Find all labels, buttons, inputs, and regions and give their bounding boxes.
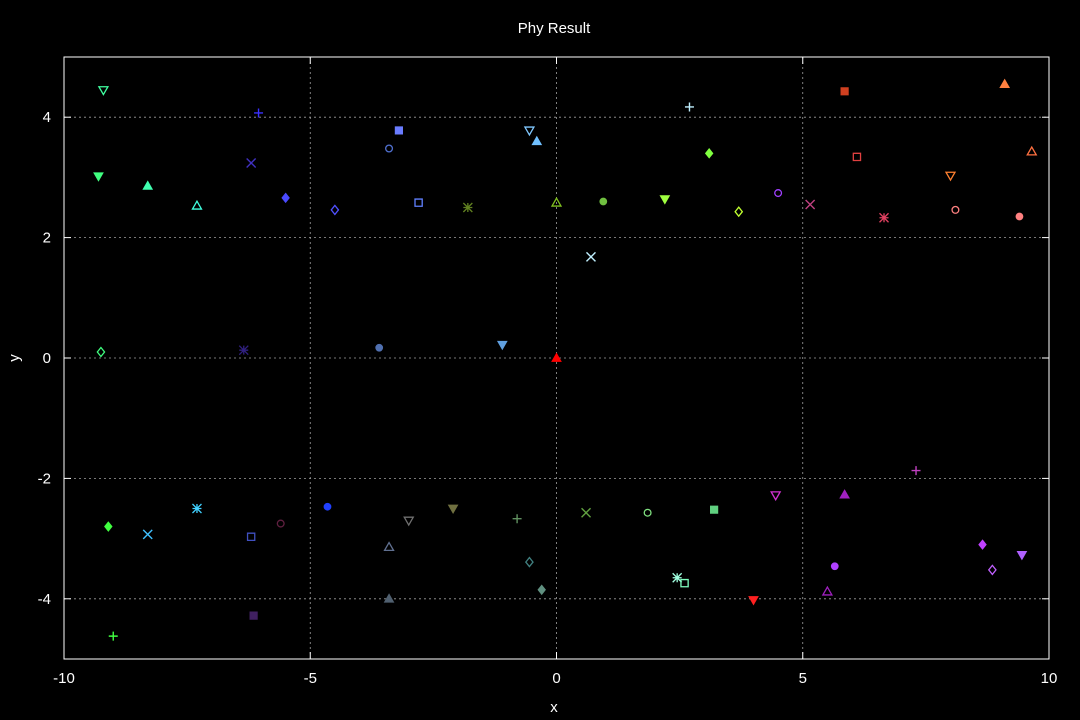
data-point [97,86,110,96]
data-point [748,596,759,606]
data-point [659,195,671,205]
data-point [249,611,258,620]
data-point [550,196,563,207]
data-point [403,516,415,527]
data-point [142,529,153,540]
y-tick-label: 4 [43,109,51,126]
data-point [684,102,694,112]
data-point [951,205,960,214]
data-point [108,631,118,641]
axis-ticks: -10 -5 0 5 10 -4 -2 0 2 4 [38,57,1058,687]
data-points [93,78,1038,641]
y-tick-label: 0 [43,350,51,367]
x-tick-label: 0 [552,670,560,687]
data-point [643,508,652,517]
data-point [191,199,203,210]
data-point [524,556,534,568]
y-axis-label: y [6,354,23,362]
x-tick-label: -5 [304,670,317,687]
y-tick-label: -4 [38,591,51,608]
data-point [375,343,384,352]
x-tick-label: -10 [53,670,75,687]
data-point [254,108,264,118]
data-point [383,541,395,552]
x-axis-label: x [550,699,558,716]
data-point [523,126,536,137]
data-point [93,172,104,182]
data-point [394,126,403,135]
data-point [770,491,782,502]
data-point [246,157,257,168]
data-point [323,502,332,511]
data-point [142,180,154,190]
x-tick-label: 5 [799,670,807,687]
data-point [710,505,719,514]
y-tick-label: -2 [38,470,51,487]
data-point [805,199,816,210]
data-point [496,340,508,351]
data-point [1016,550,1028,561]
data-point [281,192,290,204]
gridlines [64,57,1049,659]
data-point [599,197,608,206]
data-point [680,578,689,588]
x-tick-label: 10 [1041,670,1058,687]
data-point [462,202,473,213]
data-point [839,489,850,499]
data-point [879,212,889,223]
data-point [704,148,714,159]
chart-title: Phy Result [518,20,591,37]
data-point [238,345,249,356]
data-point [330,204,340,216]
data-point [531,135,543,146]
data-point [1026,145,1038,156]
data-point [512,514,522,524]
data-point [978,539,987,550]
data-point [414,198,423,207]
data-point [734,206,744,218]
data-point [96,346,106,358]
data-point [1015,212,1024,221]
data-point [987,564,997,576]
data-point [192,503,202,514]
data-point [581,507,592,518]
data-point [852,152,862,162]
data-point [999,78,1011,88]
data-point [447,504,459,515]
data-point [821,585,833,596]
data-point [830,562,839,571]
data-point [537,584,546,596]
data-point [944,171,957,182]
data-point [911,466,921,476]
data-point [774,189,783,197]
data-point [672,572,683,583]
data-point [840,87,849,96]
data-point [246,532,256,542]
data-point [585,251,596,262]
data-point [551,352,562,362]
data-point [383,593,395,603]
data-point [104,521,113,532]
y-tick-label: 2 [43,230,51,247]
data-point [385,144,394,153]
data-point [276,519,285,528]
